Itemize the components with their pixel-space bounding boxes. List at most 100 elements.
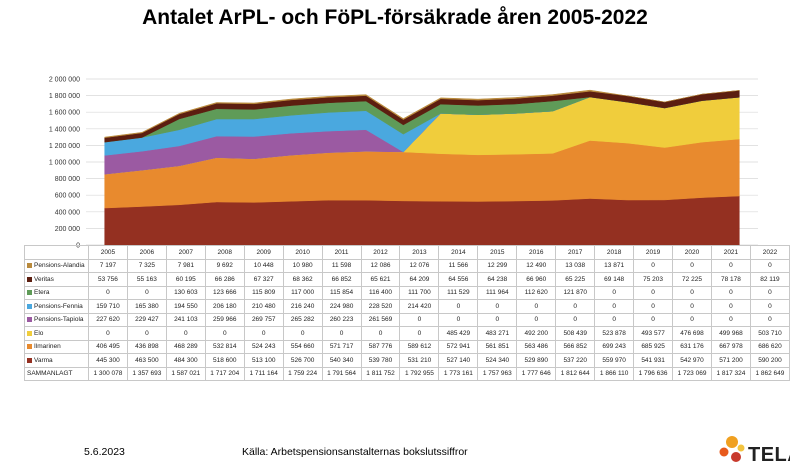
data-cell: 0 bbox=[672, 312, 712, 327]
table-row: Ilmarinen 406 495 436 898 468 289 532 814 524… bbox=[24, 339, 790, 354]
data-cell: 0 bbox=[672, 258, 712, 273]
data-cell: 121 870 bbox=[555, 285, 596, 300]
series-label: Veritas bbox=[24, 272, 89, 287]
data-cell: 0 bbox=[516, 299, 557, 314]
legend-swatch bbox=[27, 290, 32, 296]
data-cell: 216 240 bbox=[282, 299, 323, 314]
data-cell: 524 243 bbox=[243, 339, 284, 354]
data-cell: 0 bbox=[749, 258, 790, 273]
data-cell: 0 bbox=[165, 326, 206, 341]
data-cell: 68 362 bbox=[282, 272, 323, 287]
data-cell: 532 814 bbox=[204, 339, 245, 354]
y-tick-label: 600 000 bbox=[55, 193, 80, 200]
data-cell: 0 bbox=[710, 258, 751, 273]
data-cell: 485 429 bbox=[438, 326, 479, 341]
data-cell: 0 bbox=[594, 299, 635, 314]
total-cell: 1 862 649 bbox=[749, 366, 790, 381]
data-cell: 590 200 bbox=[749, 353, 790, 368]
data-cell: 526 700 bbox=[282, 353, 323, 368]
data-cell: 463 500 bbox=[126, 353, 167, 368]
data-cell: 265 282 bbox=[282, 312, 323, 327]
data-cell: 493 577 bbox=[633, 326, 674, 341]
data-cell: 60 195 bbox=[165, 272, 206, 287]
year-label: 2010 bbox=[282, 245, 323, 260]
data-cell: 406 495 bbox=[87, 339, 128, 354]
data-cell: 165 380 bbox=[126, 299, 167, 314]
series-label: Pensions-Tapiola bbox=[24, 312, 89, 327]
tela-logo: TELA bbox=[716, 430, 790, 470]
data-cell: 117 000 bbox=[282, 285, 323, 300]
footer-source: Källa: Arbetspensionsanstalternas bokslu… bbox=[242, 446, 468, 458]
data-cell: 685 925 bbox=[633, 339, 674, 354]
data-cell: 227 620 bbox=[87, 312, 128, 327]
data-cell: 66 286 bbox=[204, 272, 245, 287]
data-cell: 224 980 bbox=[321, 299, 362, 314]
data-cell: 484 300 bbox=[165, 353, 206, 368]
legend-swatch bbox=[27, 357, 32, 363]
data-cell: 11 598 bbox=[321, 258, 362, 273]
total-cell: 1 757 963 bbox=[477, 366, 518, 381]
data-cell: 0 bbox=[594, 285, 635, 300]
data-cell: 503 710 bbox=[749, 326, 790, 341]
data-cell: 631 176 bbox=[672, 339, 712, 354]
legend-swatch bbox=[27, 303, 32, 309]
total-cell: 1 817 324 bbox=[710, 366, 751, 381]
data-cell: 12 490 bbox=[516, 258, 557, 273]
year-label: 2018 bbox=[594, 245, 635, 260]
data-cell: 210 480 bbox=[243, 299, 284, 314]
data-cell: 0 bbox=[749, 285, 790, 300]
data-cell: 0 bbox=[633, 312, 674, 327]
total-cell: 1 811 752 bbox=[360, 366, 401, 381]
data-cell: 0 bbox=[126, 326, 167, 341]
data-cell: 0 bbox=[749, 312, 790, 327]
data-cell: 0 bbox=[321, 326, 362, 341]
series-name: Pensions-Alandia bbox=[34, 262, 85, 270]
data-cell: 523 878 bbox=[594, 326, 635, 341]
total-cell: 1 759 224 bbox=[282, 366, 323, 381]
data-cell: 116 400 bbox=[360, 285, 401, 300]
year-label: 2013 bbox=[399, 245, 440, 260]
total-cell: 1 792 955 bbox=[399, 366, 440, 381]
year-label: 2017 bbox=[555, 245, 596, 260]
data-cell: 0 bbox=[710, 285, 751, 300]
year-label: 2005 bbox=[87, 245, 128, 260]
tela-logo-icon bbox=[719, 436, 745, 462]
data-cell: 0 bbox=[555, 299, 596, 314]
y-tick-label: 1 200 000 bbox=[49, 143, 80, 150]
data-cell: 241 103 bbox=[165, 312, 206, 327]
data-cell: 0 bbox=[555, 312, 596, 327]
data-cell: 260 223 bbox=[321, 312, 362, 327]
y-tick-label: 1 800 000 bbox=[49, 93, 80, 100]
series-label: Varma bbox=[24, 353, 89, 368]
y-tick-label: 400 000 bbox=[55, 209, 80, 216]
data-cell: 492 200 bbox=[516, 326, 557, 341]
series-label: Pensions-Fennia bbox=[24, 299, 89, 314]
footer-date: 5.6.2023 bbox=[84, 446, 125, 458]
y-tick-label: 200 000 bbox=[55, 226, 80, 233]
data-cell: 0 bbox=[87, 285, 128, 300]
year-label: 2014 bbox=[438, 245, 479, 260]
data-cell: 0 bbox=[204, 326, 245, 341]
series-label: Elo bbox=[24, 326, 89, 341]
table-row: Varma 445 300 463 500 484 300 518 600 513 100… bbox=[24, 353, 790, 368]
data-cell: 513 100 bbox=[243, 353, 284, 368]
data-cell: 561 851 bbox=[477, 339, 518, 354]
table-row: Elo 0 0 0 0 0 0 0 0 0 485 429 483 271 492 200 508 439… bbox=[24, 326, 790, 341]
y-tick-label: 2 000 000 bbox=[49, 77, 80, 84]
data-cell: 66 852 bbox=[321, 272, 362, 287]
year-label: 2008 bbox=[204, 245, 245, 260]
data-cell: 214 420 bbox=[399, 299, 440, 314]
total-cell: 1 796 636 bbox=[633, 366, 674, 381]
data-cell: 566 852 bbox=[555, 339, 596, 354]
data-cell: 228 520 bbox=[360, 299, 401, 314]
data-cell: 559 970 bbox=[594, 353, 635, 368]
data-cell: 571 200 bbox=[710, 353, 751, 368]
data-cell: 0 bbox=[438, 312, 479, 327]
total-cell: 1 723 069 bbox=[672, 366, 712, 381]
data-cell: 130 603 bbox=[165, 285, 206, 300]
year-label: 2016 bbox=[516, 245, 557, 260]
table-row: Pensions-Alandia 7 197 7 325 7 981 9 692 10 4… bbox=[24, 258, 790, 273]
data-cell: 0 bbox=[710, 299, 751, 314]
data-cell: 0 bbox=[399, 312, 440, 327]
